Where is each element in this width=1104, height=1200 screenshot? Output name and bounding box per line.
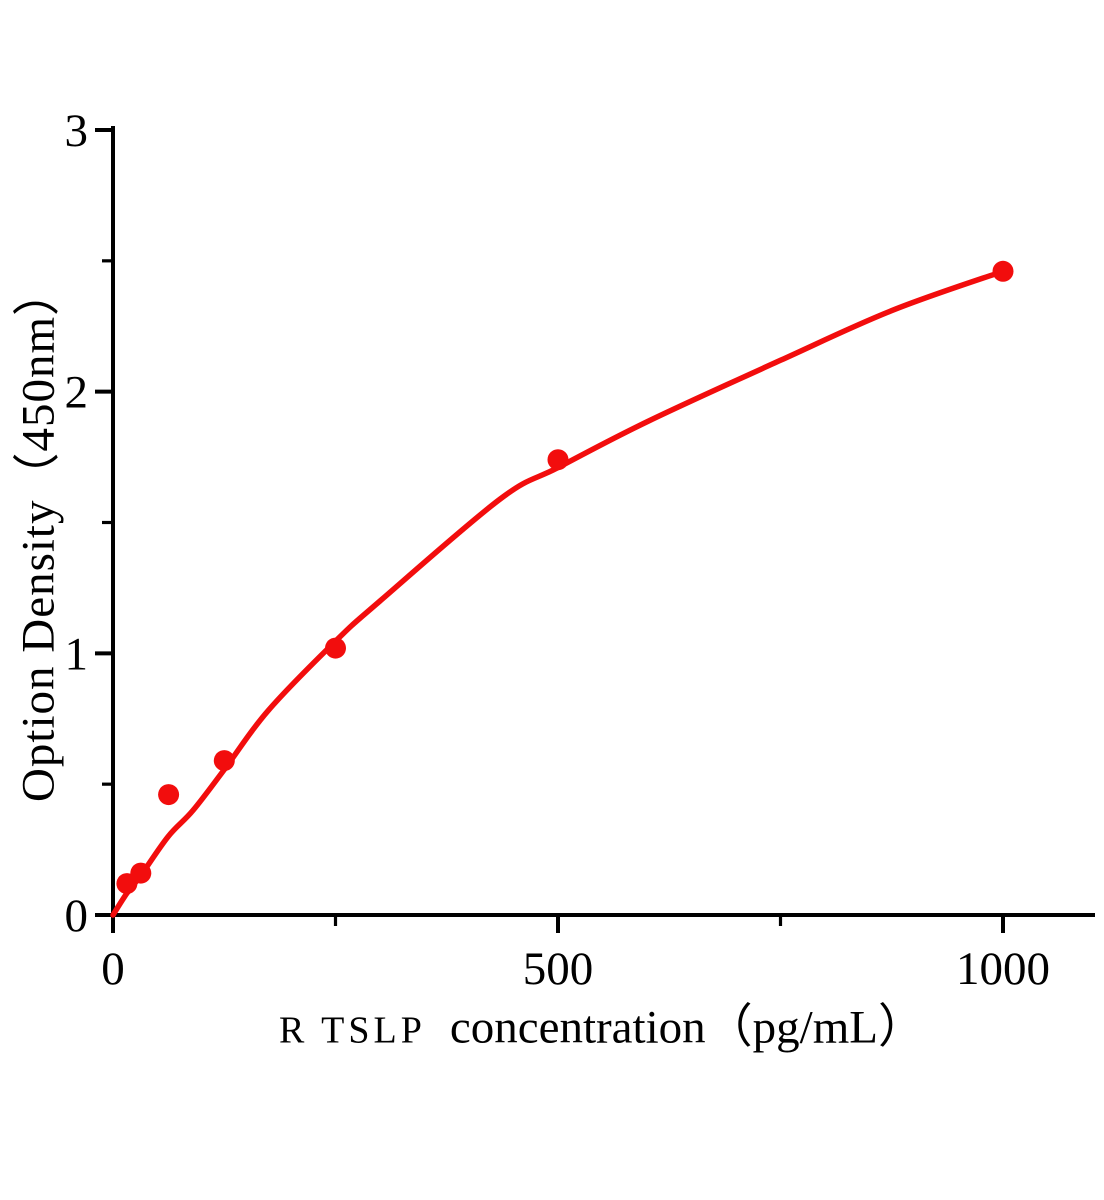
x-tick-label: 500 <box>523 943 594 995</box>
data-point <box>992 260 1014 282</box>
x-axis-label-main: concentration（pg/mL） <box>449 1001 925 1054</box>
y-tick-label: 0 <box>65 890 89 942</box>
data-point <box>547 449 569 471</box>
x-tick-label: 0 <box>101 943 125 995</box>
x-axis-label-prefix: R TSLP <box>279 1009 426 1052</box>
x-axis-label: R TSLP concentration（pg/mL） <box>279 988 925 1057</box>
x-tick-label: 1000 <box>956 943 1050 995</box>
y-axis-label: Option Density（450nm） <box>12 267 65 803</box>
data-point <box>130 862 152 884</box>
y-tick-label: 2 <box>65 367 89 419</box>
data-point <box>158 784 180 806</box>
y-tick-label: 3 <box>65 105 89 157</box>
data-point <box>325 637 346 659</box>
y-tick-label: 1 <box>65 628 89 680</box>
fit-curve <box>110 268 1006 918</box>
data-point <box>213 750 235 772</box>
